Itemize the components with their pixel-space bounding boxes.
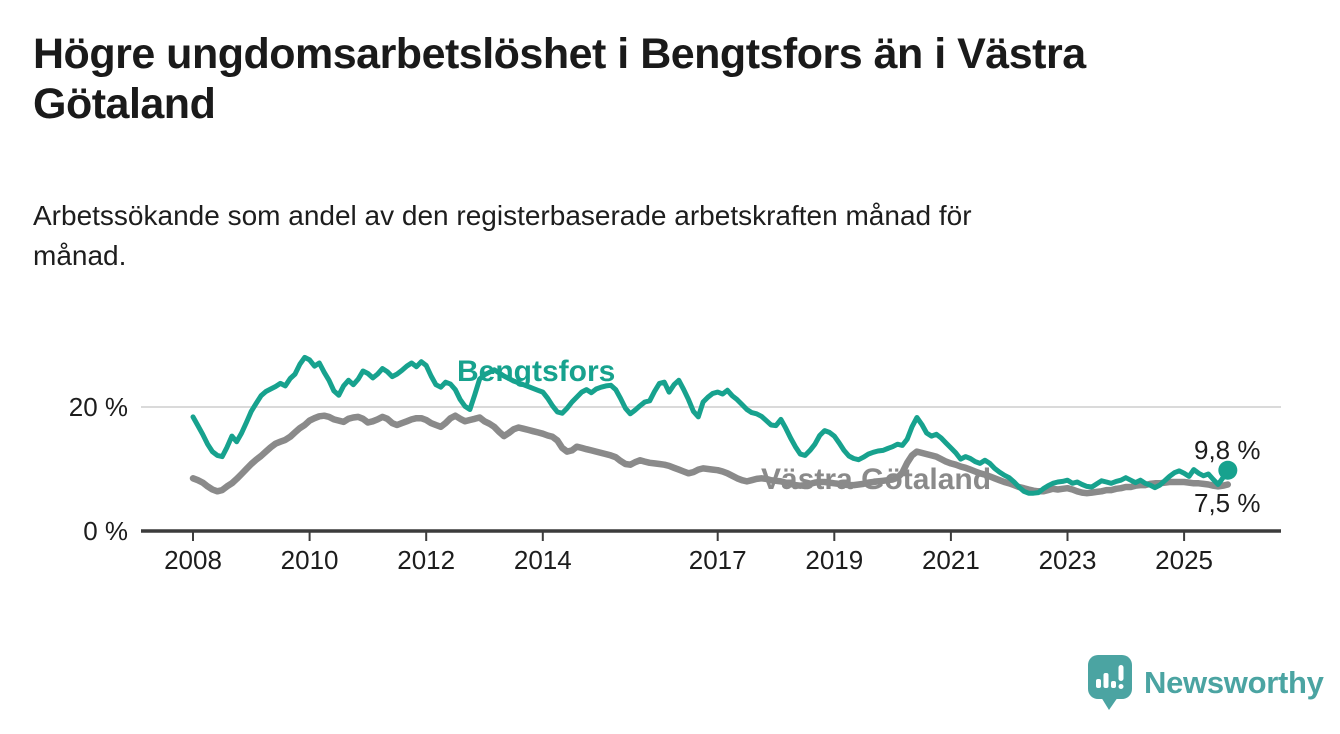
end-value-label-vastra-gotaland: 7,5 % (1194, 488, 1261, 518)
series-label-vastra-gotaland: Västra Götaland (761, 463, 992, 496)
series-line-v-stra-g-taland (189, 412, 1232, 497)
newsworthy-wordmark: Newsworthy (1144, 664, 1324, 700)
x-tick-label-2017: 2017 (688, 545, 747, 575)
x-tick-label-2019: 2019 (805, 545, 864, 575)
page-title-line-2: Götaland (33, 79, 216, 128)
x-tick-label-2014: 2014 (513, 545, 572, 575)
chart-subtitle: Arbetssökande som andel av den registerb… (33, 196, 1303, 276)
page-title: Högre ungdomsarbetslöshet i Bengtsfors ä… (33, 30, 1303, 130)
x-tick-label-2025: 2025 (1155, 545, 1214, 575)
chart-subtitle-line-2: månad. (33, 240, 127, 272)
x-tick-label-2008: 2008 (164, 545, 222, 575)
series-line-bengtsfors (190, 354, 1231, 496)
y-tick-label-20: 20 % (68, 392, 128, 422)
x-tick-label-2010: 2010 (280, 545, 339, 575)
page-title-line-1: Högre ungdomsarbetslöshet i Bengtsfors ä… (33, 30, 1086, 78)
x-tick-label-2023: 2023 (1038, 545, 1097, 575)
series-label-bengtsfors: Bengtsfors (457, 355, 616, 388)
x-tick-label-2012: 2012 (397, 545, 456, 575)
newsworthy-logo: Newsworthy (1087, 654, 1324, 711)
x-tick-label-2021: 2021 (921, 545, 980, 575)
chart-subtitle-line-1: Arbetssökande som andel av den registerb… (33, 200, 972, 231)
newsworthy-logo-icon (1088, 655, 1132, 710)
y-tick-label-0: 0 % (83, 516, 128, 546)
series-end-dot-bengtsfors (1218, 460, 1238, 480)
end-value-label-bengtsfors: 9,8 % (1194, 435, 1261, 465)
